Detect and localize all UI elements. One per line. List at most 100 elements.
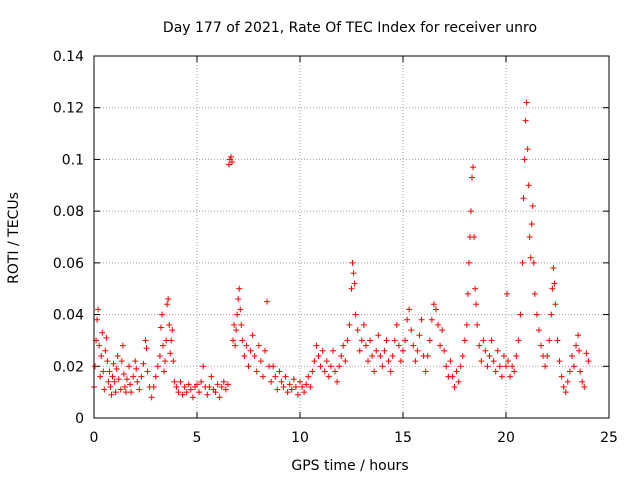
data-point <box>511 368 518 375</box>
x-tick-label: 25 <box>600 430 618 446</box>
data-point <box>198 378 205 385</box>
data-point <box>470 164 477 171</box>
data-point <box>313 342 320 349</box>
data-point <box>222 386 229 393</box>
y-tick-label: 0 <box>75 411 84 427</box>
data-point <box>441 347 448 354</box>
data-point <box>204 391 211 398</box>
data-point <box>504 290 511 297</box>
data-point <box>268 378 275 385</box>
data-point <box>257 358 264 365</box>
data-point <box>216 394 223 401</box>
data-point <box>472 285 479 292</box>
data-point <box>556 358 563 365</box>
data-point <box>558 373 565 380</box>
data-point <box>564 378 571 385</box>
data-point <box>498 373 505 380</box>
data-point <box>568 352 575 359</box>
data-point <box>435 321 442 328</box>
data-point <box>234 311 241 318</box>
data-point <box>549 285 556 292</box>
data-point <box>286 381 293 388</box>
data-point <box>520 195 527 202</box>
data-point <box>566 368 573 375</box>
x-tick-label: 5 <box>193 430 202 446</box>
data-point <box>342 358 349 365</box>
data-point <box>245 363 252 370</box>
data-point <box>437 342 444 349</box>
data-point <box>531 290 538 297</box>
data-point <box>528 221 535 228</box>
data-point <box>356 347 363 354</box>
data-point <box>168 337 175 344</box>
data-point <box>350 270 357 277</box>
y-tick-label: 0.04 <box>53 308 84 324</box>
data-point <box>307 383 314 390</box>
data-point <box>185 381 192 388</box>
data-point <box>225 161 232 168</box>
data-point <box>533 311 540 318</box>
data-point <box>236 285 243 292</box>
data-point <box>237 306 244 313</box>
data-point <box>354 327 361 334</box>
data-point <box>140 360 147 367</box>
data-point <box>189 394 196 401</box>
data-point <box>560 383 567 390</box>
data-point <box>432 306 439 313</box>
data-point <box>177 378 184 385</box>
data-point <box>132 358 139 365</box>
data-point <box>570 363 577 370</box>
data-point <box>251 352 258 359</box>
data-point <box>488 337 495 344</box>
data-point <box>150 383 157 390</box>
data-point <box>115 376 122 383</box>
data-point <box>535 327 542 334</box>
data-point <box>389 352 396 359</box>
data-point <box>99 329 106 336</box>
data-point <box>134 378 141 385</box>
data-point <box>299 383 306 390</box>
data-point <box>373 347 380 354</box>
data-point <box>171 378 178 385</box>
data-point <box>500 352 507 359</box>
data-point <box>367 337 374 344</box>
data-point <box>327 363 334 370</box>
data-point <box>551 280 558 287</box>
data-point <box>102 347 109 354</box>
data-point <box>387 368 394 375</box>
data-point <box>391 337 398 344</box>
data-point <box>449 373 456 380</box>
data-point <box>303 381 310 388</box>
data-point <box>276 368 283 375</box>
data-point <box>575 332 582 339</box>
data-point <box>554 337 561 344</box>
data-point <box>173 383 180 390</box>
data-point <box>523 99 530 106</box>
data-point <box>282 373 289 380</box>
data-point <box>474 321 481 328</box>
data-point <box>122 389 129 396</box>
data-point <box>294 391 301 398</box>
data-point <box>212 389 219 396</box>
data-point <box>164 301 171 308</box>
data-point <box>231 321 238 328</box>
data-point <box>410 342 417 349</box>
data-point <box>247 347 254 354</box>
data-point <box>187 386 194 393</box>
data-point <box>253 368 260 375</box>
data-point <box>92 363 99 370</box>
data-point <box>179 391 186 398</box>
data-point <box>577 368 584 375</box>
data-point <box>239 337 246 344</box>
data-point <box>464 290 471 297</box>
data-point <box>530 259 537 266</box>
data-point <box>381 347 388 354</box>
data-point <box>573 342 580 349</box>
data-point <box>133 365 140 372</box>
data-point <box>348 285 355 292</box>
data-point <box>351 280 358 287</box>
data-point <box>152 373 159 380</box>
x-tick-label: 10 <box>291 430 309 446</box>
data-point <box>136 386 143 393</box>
data-point <box>311 358 318 365</box>
